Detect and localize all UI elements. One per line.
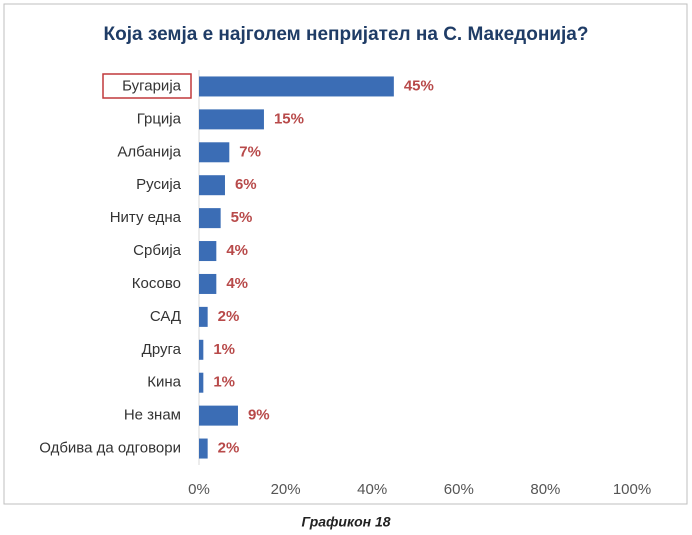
bar [199,76,394,97]
y-tick-label: САД [150,308,181,325]
value-label: 7% [239,143,261,160]
y-tick-label: Не знам [124,407,181,424]
y-tick-label: Друга [142,341,182,358]
bar [199,405,238,426]
value-label: 2% [218,440,240,457]
bar [199,273,217,294]
y-tick-label: Грција [137,110,182,127]
bar [199,339,204,360]
y-tick-label: Албанија [117,143,181,160]
highlight-box [102,73,192,99]
bar [199,372,204,393]
x-tick-label: 80% [530,481,560,498]
y-tick-label: Одбива да одговори [39,440,181,457]
value-label: 15% [274,110,304,127]
bar [199,438,208,459]
bar [199,109,264,130]
bar [199,306,208,327]
bar [199,142,230,163]
value-label: 6% [235,176,257,193]
bar [199,175,225,196]
y-tick-label: Кина [147,374,181,391]
value-label: 1% [213,374,235,391]
y-tick-label: Србија [133,242,181,259]
y-tick-label: Косово [132,275,181,292]
value-label: 45% [404,77,434,94]
bar [199,241,217,262]
x-tick-label: 100% [613,481,651,498]
value-label: 9% [248,407,270,424]
value-label: 4% [226,242,248,259]
x-tick-label: 0% [188,481,210,498]
chart-title: Која земја е најголем непријател на С. М… [104,24,589,45]
y-tick-label: Русија [136,176,182,193]
x-tick-label: 60% [444,481,474,498]
value-label: 5% [231,209,253,226]
x-tick-label: 40% [357,481,387,498]
value-label: 1% [213,341,235,358]
caption: Графикон 18 [301,514,390,530]
value-label: 4% [226,275,248,292]
bar [199,208,221,229]
y-tick-label: Ниту една [110,209,182,226]
y-tick-label: Бугарија [122,77,182,94]
value-label: 2% [218,308,240,325]
x-tick-label: 20% [271,481,301,498]
